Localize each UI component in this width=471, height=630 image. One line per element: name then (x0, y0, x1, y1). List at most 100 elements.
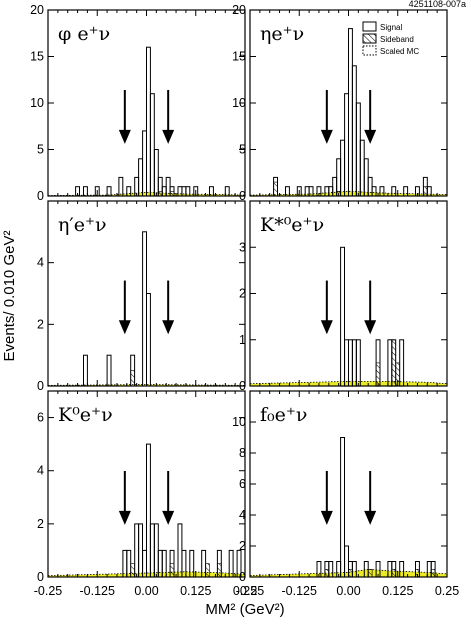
y-tick-label: 10 (232, 96, 246, 110)
y-tick-label: 10 (232, 415, 246, 429)
cut-arrow-head (118, 129, 131, 144)
signal-bar (359, 139, 365, 197)
sideband-bar (169, 563, 175, 578)
cut-arrow-head (364, 320, 377, 335)
sideband-bar (423, 186, 428, 197)
x-tick-label: 0.25 (233, 584, 257, 598)
panel-title: K⁰e⁺ν (58, 404, 113, 426)
x-tick-label: 0.00 (336, 584, 360, 598)
legend-swatch-sideband (362, 33, 377, 44)
figure-tag: 4251108-007a (409, 0, 466, 9)
cut-arrow-head (162, 510, 175, 525)
sideband-bar (367, 568, 373, 578)
y-tick-label: 2 (239, 539, 246, 553)
y-tick-label: 6 (37, 411, 44, 425)
y-tick-label: 4 (37, 256, 44, 270)
signal-bar (83, 354, 88, 387)
signal-bar (348, 28, 353, 197)
scaled-mc-line (249, 568, 448, 576)
x-tick-label: 0.125 (382, 584, 413, 598)
sideband-bar (130, 563, 135, 578)
signal-bar (146, 293, 151, 387)
scaled-mc-line (249, 381, 448, 385)
y-tick-label: 2 (37, 517, 44, 531)
y-tick-label: 10 (30, 96, 44, 110)
sideband-bar (375, 362, 381, 387)
signal-bar (149, 523, 155, 578)
x-tick-label: -0.25 (236, 584, 265, 598)
x-tick-label: 0.25 (435, 584, 459, 598)
sideband-bar (324, 568, 330, 578)
sideband-bar (169, 191, 175, 197)
signal-bar (142, 231, 148, 387)
panel-title: ηe⁺ν (260, 23, 304, 45)
signal-bar (146, 443, 151, 578)
y-tick-label: 15 (232, 50, 246, 64)
sideband-bar (391, 568, 396, 578)
signal-bar (142, 130, 148, 197)
signal-bar (355, 102, 361, 197)
y-tick-label: 5 (239, 143, 246, 157)
sideband-bar (273, 181, 278, 197)
legend-swatch-signal (362, 21, 377, 32)
panel-title: φ e⁺ν (58, 23, 110, 45)
signal-bar (126, 549, 132, 578)
y-tick-label: 2 (37, 317, 44, 331)
y-tick-label: 1 (239, 333, 246, 347)
legend-label-signal: Signal (380, 23, 402, 32)
y-tick-label: 8 (239, 446, 246, 460)
signal-bar (344, 93, 350, 197)
signal-bar (153, 523, 159, 578)
signal-bar (340, 437, 346, 578)
panel-title: η′e⁺ν (58, 214, 107, 236)
x-axis-title: MM² (GeV²) (205, 601, 284, 618)
y-tick-label: 0 (239, 570, 246, 584)
panel-2: 0 5 10 15 20 ηe⁺ν (232, 3, 448, 203)
signal-bar (134, 523, 140, 578)
cut-arrow-head (162, 320, 175, 335)
signal-bar (399, 339, 405, 387)
y-tick-label: 0 (239, 189, 246, 203)
panel-3: 0 2 4 η′e⁺ν (37, 200, 246, 393)
y-tick-label: 4 (37, 464, 44, 478)
signal-bar (351, 65, 357, 197)
y-tick-label: 15 (30, 50, 44, 64)
signal-bar (355, 339, 361, 387)
panel-title: f₀e⁺ν (260, 404, 307, 426)
y-axis-title: Events/ 0.010 GeV² (1, 231, 18, 362)
y-tick-label: 20 (30, 3, 44, 17)
signal-bar (106, 354, 112, 387)
y-tick-label: 2 (239, 287, 246, 301)
signal-bar (146, 46, 151, 197)
signal-bar (149, 93, 155, 197)
y-tick-label: 0 (37, 189, 44, 203)
x-tick-label: 0.125 (180, 584, 211, 598)
panel-4: 0 1 2 3 K*⁰e⁺ν (239, 200, 448, 393)
signal-bar (177, 523, 183, 578)
signal-bar (118, 176, 124, 197)
signal-bar (336, 158, 342, 197)
y-tick-label: 3 (239, 240, 246, 254)
cut-arrow-head (320, 510, 333, 525)
signal-bar (83, 186, 88, 197)
cut-arrow-head (118, 510, 131, 525)
cut-arrow-head (364, 129, 377, 144)
x-tick-label: 0.00 (134, 584, 158, 598)
cut-arrow-head (118, 320, 131, 335)
sideband-bar (205, 563, 210, 578)
cut-arrow-head (162, 129, 175, 144)
scaled-mc-line (47, 571, 246, 577)
signal-bar (138, 158, 144, 197)
legend-swatch-scaled-mc (362, 45, 377, 56)
sideband-bar (158, 191, 163, 197)
sideband-bar (130, 370, 135, 387)
sideband-bar (348, 568, 353, 578)
legend: Signal Sideband Scaled MC (362, 21, 419, 56)
y-tick-label: 6 (239, 477, 246, 491)
legend-label-scaled-mc: Scaled MC (380, 47, 419, 56)
signal-bar (122, 549, 128, 578)
panel-1: 0 5 10 15 20 φ e⁺ν (30, 3, 246, 203)
legend-label-sideband: Sideband (380, 35, 414, 44)
